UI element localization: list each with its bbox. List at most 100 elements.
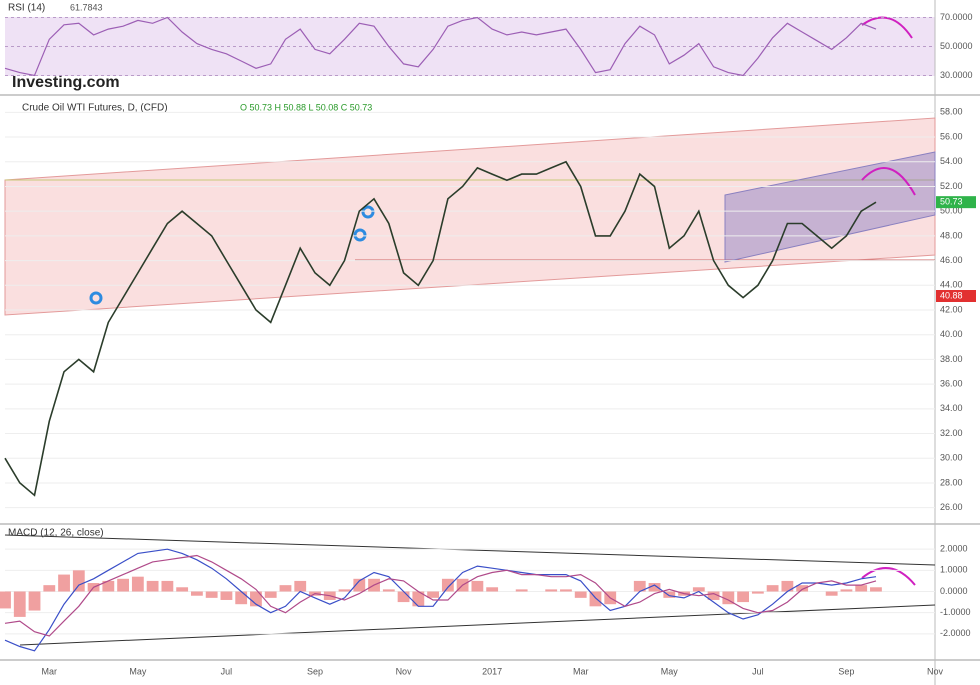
- y-tick-label: 46.00: [940, 255, 963, 265]
- histogram-bar: [13, 591, 26, 617]
- rsi-value: 61.7843: [70, 2, 103, 12]
- y-tick-label: 0.0000: [940, 586, 968, 596]
- macd-line: [4, 548, 877, 652]
- histogram-bar: [870, 587, 882, 592]
- logo: Investing.com: [12, 74, 120, 91]
- histogram-bar: [205, 591, 218, 598]
- signal-marker: [89, 291, 103, 305]
- y-tick-label: 30.0000: [940, 70, 973, 80]
- y-tick-label: 42.00: [940, 304, 963, 314]
- x-tick-label: 2017: [482, 666, 502, 676]
- y-tick-label: 52.00: [940, 181, 963, 191]
- histogram-bar: [220, 591, 233, 600]
- histogram-bar: [161, 580, 174, 592]
- y-tick-label: 70.0000: [940, 12, 973, 22]
- x-tick-label: Jul: [221, 666, 233, 676]
- price-tag-bg: [936, 290, 976, 302]
- rising-channel: [724, 151, 936, 263]
- histogram-bar: [412, 591, 425, 607]
- histogram-bar: [825, 591, 838, 596]
- x-tick-label: May: [661, 666, 679, 676]
- y-tick-label: 58.00: [940, 107, 963, 117]
- macd-line: [4, 554, 877, 637]
- y-tick-label: 36.00: [940, 378, 963, 388]
- histogram-bar: [176, 587, 189, 592]
- signal-marker: [361, 205, 375, 219]
- y-tick-label: 1.0000: [940, 565, 968, 575]
- price-channel: [4, 117, 936, 316]
- ohlc-readout: O 50.73 H 50.88 L 50.08 C 50.73: [240, 102, 372, 112]
- histogram-bar: [382, 589, 395, 592]
- histogram-bar: [0, 591, 11, 609]
- y-tick-label: 44.00: [940, 280, 963, 290]
- forecast-arrow: [861, 16, 913, 39]
- histogram-bar: [117, 578, 129, 592]
- histogram-bar: [353, 578, 366, 592]
- histogram-bar: [72, 570, 85, 592]
- histogram-bar: [766, 585, 779, 592]
- trend-line: [4, 534, 936, 566]
- x-tick-label: Nov: [927, 666, 944, 676]
- y-tick-label: 34.00: [940, 403, 963, 413]
- y-tick-label: 2.0000: [940, 544, 968, 554]
- y-tick-label: 56.00: [940, 131, 963, 141]
- y-tick-label: 48.00: [940, 230, 963, 240]
- histogram-bar: [648, 583, 661, 592]
- histogram-bar: [250, 591, 262, 607]
- histogram-bar: [427, 591, 439, 598]
- macd-title: MACD (12, 26, close): [8, 528, 104, 539]
- histogram-bar: [840, 589, 853, 592]
- x-tick-label: Mar: [573, 666, 589, 676]
- x-tick-label: Jul: [752, 666, 764, 676]
- x-tick-label: Sep: [307, 666, 323, 676]
- price-line: [4, 160, 877, 497]
- histogram-bar: [515, 589, 528, 592]
- histogram-bar: [279, 585, 292, 592]
- histogram-bar: [707, 591, 720, 600]
- histogram-bar: [796, 585, 809, 592]
- histogram-bar: [589, 591, 602, 607]
- y-tick-label: 28.00: [940, 477, 963, 487]
- histogram-bar: [28, 591, 41, 611]
- y-tick-label: 40.00: [940, 329, 963, 339]
- histogram-bar: [102, 580, 115, 592]
- histogram-bar: [663, 591, 676, 598]
- x-tick-label: Mar: [42, 666, 58, 676]
- histogram-bar: [633, 580, 646, 592]
- last-price-tag: 50.73: [940, 197, 963, 207]
- histogram-bar: [737, 591, 749, 603]
- last-price-tag-bg: [936, 196, 976, 209]
- histogram-bar: [486, 587, 499, 592]
- histogram-bar: [191, 591, 203, 596]
- histogram-bar: [58, 574, 70, 592]
- y-tick-label: 50.0000: [940, 41, 973, 51]
- trend-line: [19, 604, 936, 646]
- rsi-line: [4, 16, 877, 77]
- histogram-bar: [751, 591, 764, 594]
- y-tick-label: 38.00: [940, 354, 963, 364]
- y-tick-label: -1.0000: [940, 607, 971, 617]
- y-tick-label: 54.00: [940, 156, 963, 166]
- histogram-bar: [574, 591, 587, 598]
- histogram-bar: [264, 591, 277, 598]
- histogram-bar: [146, 580, 159, 592]
- y-tick-label: 32.00: [940, 428, 963, 438]
- y-tick-label: 26.00: [940, 502, 963, 512]
- price-tag: 40.88: [940, 290, 963, 300]
- x-tick-label: Nov: [396, 666, 413, 676]
- histogram-bar: [43, 585, 56, 592]
- histogram-bar: [545, 589, 558, 592]
- histogram-bar: [471, 580, 484, 592]
- y-tick-label: -2.0000: [940, 628, 971, 638]
- x-tick-label: Sep: [838, 666, 854, 676]
- histogram-bar: [781, 580, 794, 592]
- histogram-bar: [855, 585, 868, 592]
- histogram-bar: [560, 589, 572, 592]
- forecast-arrow: [861, 567, 916, 586]
- histogram-bar: [397, 591, 410, 603]
- histogram-bar: [441, 578, 454, 592]
- rsi-title: RSI (14): [8, 3, 45, 14]
- y-tick-label: 50.00: [940, 206, 963, 216]
